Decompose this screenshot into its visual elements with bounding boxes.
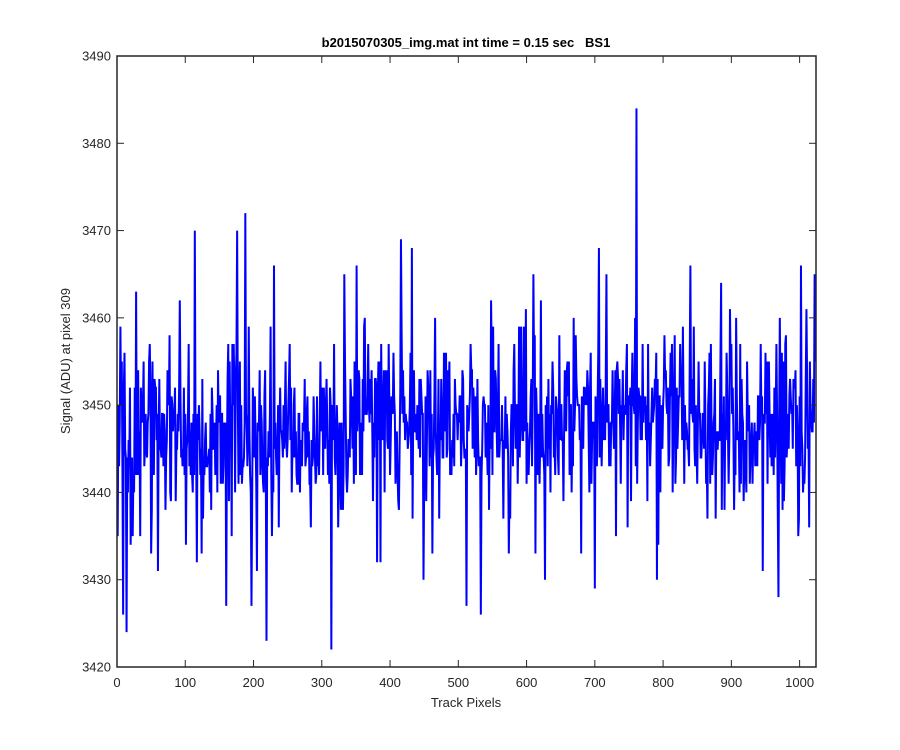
- y-tick-label: 3490: [82, 49, 111, 64]
- y-tick-label: 3460: [82, 310, 111, 325]
- data-layer: [117, 108, 816, 650]
- x-tick-label: 400: [379, 675, 401, 690]
- series-line: [117, 108, 816, 650]
- y-tick-label: 3480: [82, 136, 111, 151]
- y-tick-label: 3420: [82, 660, 111, 675]
- x-tick-label: 900: [721, 675, 743, 690]
- y-tick-label: 3430: [82, 572, 111, 587]
- chart-title: b2015070305_img.mat int time = 0.15 sec …: [322, 35, 611, 50]
- x-tick-label: 500: [447, 675, 469, 690]
- x-tick-label: 300: [311, 675, 333, 690]
- x-tick-label: 700: [584, 675, 606, 690]
- x-tick-label: 600: [516, 675, 538, 690]
- x-tick-label: 1000: [785, 675, 814, 690]
- x-axis-label: Track Pixels: [431, 695, 502, 710]
- x-tick-label: 800: [652, 675, 674, 690]
- x-tick-label: 200: [243, 675, 265, 690]
- x-tick-label: 0: [113, 675, 120, 690]
- y-axis-label: Signal (ADU) at pixel 309: [58, 288, 73, 434]
- plot-frame: [116, 55, 817, 668]
- ticks-layer: 0 100 200 300 400 500 600 700 800 900 1000 3420 3430…: [82, 49, 816, 690]
- y-tick-label: 3440: [82, 485, 111, 500]
- y-tick-label: 3470: [82, 223, 111, 238]
- y-tick-label: 3450: [82, 398, 111, 413]
- x-tick-label: 100: [174, 675, 196, 690]
